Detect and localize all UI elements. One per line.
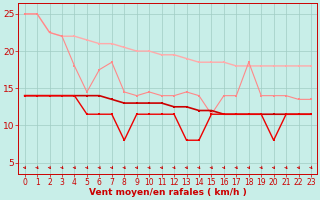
X-axis label: Vent moyen/en rafales ( km/h ): Vent moyen/en rafales ( km/h )	[89, 188, 247, 197]
